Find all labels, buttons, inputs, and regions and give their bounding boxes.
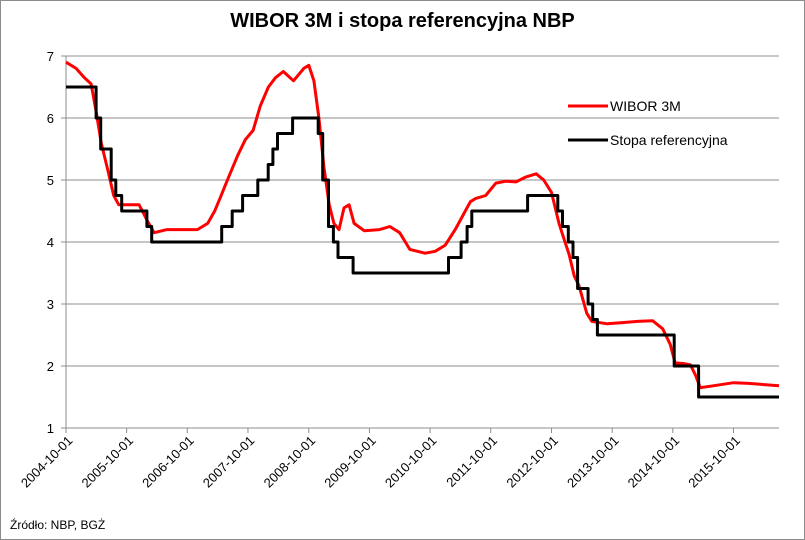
x-tick-label-2014-10-01: 2014-10-01 bbox=[625, 433, 683, 491]
source-note: Źródło: NBP, BGŻ bbox=[10, 518, 106, 532]
x-tick-label-2006-10-01: 2006-10-01 bbox=[139, 433, 197, 491]
y-tick-label-6: 6 bbox=[47, 111, 54, 126]
x-tick-label-2013-10-01: 2013-10-01 bbox=[564, 433, 622, 491]
legend-label-wibor-3m: WIBOR 3M bbox=[610, 98, 681, 114]
y-tick-label-2: 2 bbox=[47, 359, 54, 374]
x-tick-label-2012-10-01: 2012-10-01 bbox=[503, 433, 561, 491]
series-line-stopa-referencyjna bbox=[66, 85, 779, 399]
chart-title: WIBOR 3M i stopa referencyjna NBP bbox=[230, 10, 575, 32]
x-tick-labels: 2004-10-01 2005-10-01 2006-10-01 2007-10-01… bbox=[18, 433, 743, 491]
x-tick-label-2011-10-01: 2011-10-01 bbox=[443, 433, 500, 490]
series-lines bbox=[65, 60, 780, 399]
y-tick-label-7: 7 bbox=[47, 49, 54, 64]
x-tick-label-2015-10-01: 2015-10-01 bbox=[685, 433, 743, 491]
x-tick-label-2005-10-01: 2005-10-01 bbox=[78, 433, 136, 491]
axes bbox=[61, 55, 779, 433]
x-tick-label-2004-10-01: 2004-10-01 bbox=[18, 433, 76, 491]
y-tick-label-3: 3 bbox=[47, 297, 54, 312]
y-tick-label-5: 5 bbox=[47, 173, 54, 188]
y-tick-labels: 1 2 3 4 5 6 7 bbox=[47, 49, 54, 436]
x-tick-label-2007-10-01: 2007-10-01 bbox=[200, 433, 258, 491]
x-tick-label-2008-10-01: 2008-10-01 bbox=[261, 433, 319, 491]
legend: WIBOR 3M Stopa referencyjna bbox=[568, 98, 728, 148]
y-tick-label-1: 1 bbox=[47, 421, 54, 436]
series-line-wibor-3m bbox=[65, 60, 780, 390]
y-tick-label-4: 4 bbox=[47, 235, 54, 250]
x-tick-label-2010-10-01: 2010-10-01 bbox=[382, 433, 440, 491]
legend-label-stopa-referencyjna: Stopa referencyjna bbox=[610, 132, 728, 148]
x-tick-label-2009-10-01: 2009-10-01 bbox=[321, 433, 379, 491]
